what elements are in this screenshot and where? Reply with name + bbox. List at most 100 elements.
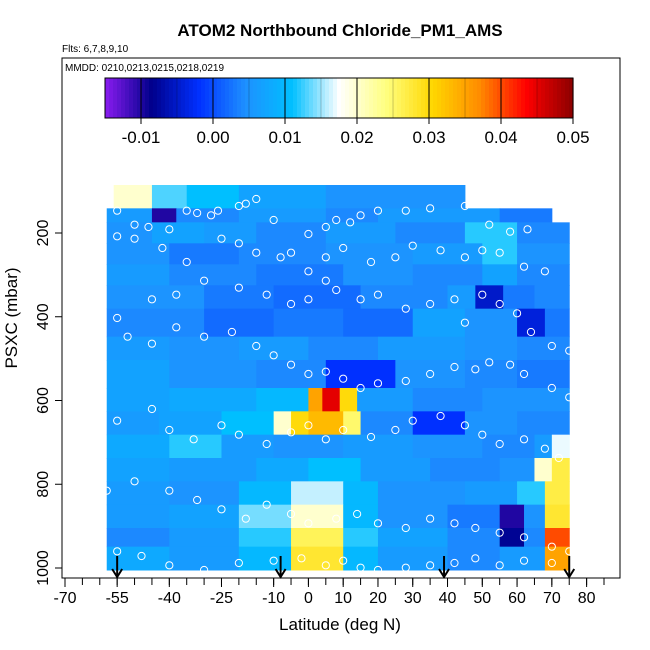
colorbar-strip [129,78,134,118]
colorbar-strip [505,78,510,118]
heatmap-cell [256,360,327,389]
colorbar-strip [409,78,414,118]
data-point [269,556,278,565]
heatmap-cell [412,434,483,459]
colorbar-strip [353,78,358,118]
data-point [519,262,529,271]
y-axis: 200 400 600 800 1000 [35,220,62,586]
colorbar-strip [549,78,554,118]
colorbar-strip [341,78,346,118]
heatmap-cell [238,185,327,209]
data-point [547,558,556,568]
colorbar-strip [293,78,298,118]
colorbar-tick-label: 0.01 [268,128,301,147]
heatmap-cell [544,504,570,529]
data-point [366,432,376,442]
colorbar-strip [269,78,274,118]
data-point [165,486,174,495]
colorbar-strip [301,78,306,118]
heatmap-cell [325,222,396,244]
data-point [78,194,87,204]
colorbar-strip [397,78,402,118]
data-point [234,239,243,248]
heatmap-cell [524,504,546,529]
data-point [436,411,445,421]
heatmap-cell [238,208,327,223]
colorbar-strip [273,78,278,118]
colorbar-strip [105,78,110,118]
dates-subtitle: MMDD: 0210,0213,0215,0218,0219 [65,63,224,74]
heatmap-cell [169,546,240,571]
heatmap-cell [169,360,257,389]
data-point [286,509,296,519]
data-point [189,435,198,444]
heatmap-cell [151,185,188,209]
data-point [199,332,209,341]
heatmap-cell [106,481,170,506]
heatmap-cell [343,308,414,338]
colorbar-strip [453,78,458,118]
heatmap-cell [412,264,483,286]
colorbar: -0.01 0.00 0.01 0.02 0.03 0.04 0.05 [104,77,590,147]
data-point [565,346,574,355]
heatmap-cell [464,411,518,436]
heatmap-cell [503,285,535,310]
data-point [547,341,556,351]
data-point [269,215,278,225]
colorbar-strip [261,78,266,118]
data-point [339,556,348,565]
heatmap-cell [534,458,553,482]
colorbar-strip [161,78,166,118]
heatmap-cell [308,411,344,436]
heatmap-cells [106,185,570,571]
heatmap-cell [343,411,362,436]
data-point [426,369,435,379]
colorbar-strip [149,78,154,118]
colorbar-strip [233,78,238,118]
colorbar-strip [237,78,242,118]
data-point [332,285,341,295]
data-point [286,299,296,309]
colorbar-strip [173,78,178,118]
heatmap-cell [291,481,344,506]
data-point [540,267,549,276]
heatmap-cell [238,336,309,361]
data-point [321,276,330,285]
colorbar-strip [513,78,518,118]
colorbar-strip [485,78,490,118]
colorbar-strip [441,78,446,118]
data-point [130,234,139,243]
colorbar-strip [209,78,214,118]
colorbar-strip [457,78,462,118]
colorbar-strip [509,78,514,118]
heatmap-cell [169,388,257,412]
colorbar-strip [501,78,506,118]
heatmap-cell [357,388,414,412]
heatmap-cell [395,222,466,244]
heatmap-cell [169,504,240,529]
colorbar-strip [469,78,474,118]
x-tick-label: 0 [304,590,313,607]
colorbar-strip [557,78,562,118]
data-point [332,514,341,523]
heatmap-cell [169,243,240,265]
flight-arrow-head [563,568,576,579]
data-point [547,542,556,551]
heatmap-cell [412,411,466,436]
data-point [182,257,191,267]
heatmap-cell [517,411,570,436]
data-point [506,360,515,369]
heatmap-cell [106,208,153,223]
heatmap-cell [186,185,240,209]
heatmap-cell [482,434,535,459]
heatmap-cell [151,208,177,223]
heatmap-cell [499,528,525,548]
data-point [276,253,285,262]
heatmap-cell [534,285,570,310]
colorbar-strip [541,78,546,118]
data-point [346,218,355,227]
colorbar-strip [145,78,150,118]
data-point [321,253,330,262]
colorbar-strip [185,78,190,118]
heatmap-cell [395,360,466,389]
